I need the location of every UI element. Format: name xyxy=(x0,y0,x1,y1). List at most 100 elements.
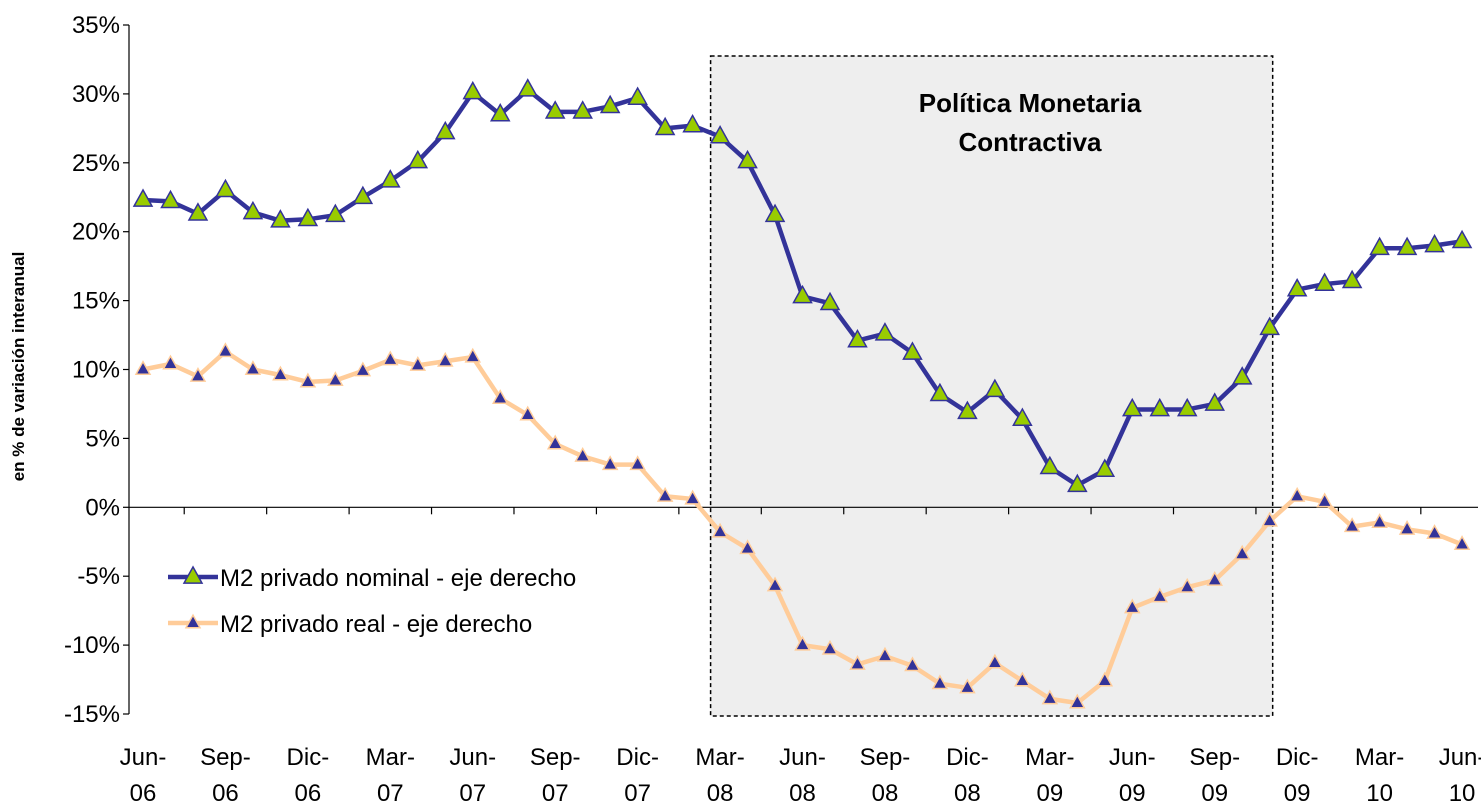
y-axis-label: en % de variación interanual xyxy=(9,252,28,482)
data-point-nominal xyxy=(764,203,786,223)
data-point-nominal xyxy=(462,80,484,100)
data-point-nominal xyxy=(1369,236,1390,256)
data-point-nominal xyxy=(1341,269,1363,289)
data-point-real xyxy=(601,455,619,471)
data-point-real xyxy=(382,350,399,366)
data-point-real xyxy=(1453,535,1471,551)
x-tick-label-year: 09 xyxy=(1201,780,1228,807)
data-point-nominal xyxy=(929,382,951,402)
data-point-real xyxy=(519,405,536,421)
y-tick-label: 20% xyxy=(72,219,120,246)
data-point-nominal xyxy=(325,203,346,223)
data-point-nominal xyxy=(544,100,566,119)
y-tick-label: -10% xyxy=(64,632,120,659)
x-tick-label-year: 06 xyxy=(130,780,157,807)
data-point-real xyxy=(189,367,207,382)
x-tick-label-month: Jun- xyxy=(779,744,826,771)
y-tick-label: -5% xyxy=(77,563,120,590)
y-tick-labels: 35% 30% 25% 20% 15% 10% 5% 0% -5% -10% -15% xyxy=(64,12,129,728)
x-tick-label-year: 09 xyxy=(1119,780,1146,807)
data-point-real xyxy=(821,639,839,655)
x-tick-label-month: Mar- xyxy=(366,744,415,771)
data-point-nominal xyxy=(1286,277,1308,297)
data-point-real xyxy=(986,653,1004,669)
data-point-real xyxy=(711,522,729,538)
x-tick-label-month: Sep- xyxy=(200,744,251,771)
data-point-real xyxy=(1426,524,1443,540)
data-point-real xyxy=(244,360,262,376)
y-tick-label: -15% xyxy=(64,701,120,728)
data-point-nominal xyxy=(1204,392,1225,411)
data-point-real xyxy=(546,434,564,450)
x-tick-label-year: 10 xyxy=(1366,780,1393,807)
data-point-nominal xyxy=(1314,272,1335,291)
y-tick-label: 35% xyxy=(72,12,120,39)
data-point-real xyxy=(162,354,179,370)
data-point-real xyxy=(1261,511,1278,527)
data-point-nominal xyxy=(1259,316,1280,336)
data-point-real xyxy=(327,371,344,387)
data-point-nominal xyxy=(819,291,841,311)
data-point-real xyxy=(1288,486,1306,502)
data-point-real xyxy=(1178,577,1196,593)
x-tick-label-month: Jun- xyxy=(1109,744,1156,771)
x-tick-label-month: Jun- xyxy=(449,744,496,771)
data-point-nominal xyxy=(792,284,813,304)
data-point-nominal xyxy=(984,378,1006,398)
data-point-real xyxy=(437,351,454,367)
data-point-real xyxy=(491,389,509,404)
data-point-nominal xyxy=(1231,366,1253,385)
data-point-nominal xyxy=(1094,458,1116,477)
legend: M2 privado nominal - eje derecho M2 priv… xyxy=(168,565,576,638)
x-tick-label-month: Dic- xyxy=(1276,744,1319,771)
data-point-real xyxy=(354,361,372,377)
data-point-real xyxy=(1316,492,1333,508)
annotation-line-1: Política Monetaria xyxy=(919,88,1142,118)
data-point-real xyxy=(409,356,427,371)
x-tick-label-year: 08 xyxy=(707,780,734,807)
x-tick-label-year: 08 xyxy=(872,780,899,807)
data-point-real xyxy=(1041,689,1059,705)
x-tick-label-year: 08 xyxy=(954,780,981,807)
data-point-real xyxy=(1124,598,1141,614)
data-point-nominal xyxy=(352,185,374,205)
data-point-nominal xyxy=(297,207,319,227)
data-point-real xyxy=(684,489,701,505)
x-tick-label-month: Dic- xyxy=(287,744,330,771)
data-point-nominal xyxy=(242,200,264,220)
data-point-real xyxy=(1096,671,1114,687)
x-tick-label-year: 07 xyxy=(542,780,569,807)
data-point-real xyxy=(876,646,894,662)
data-point-nominal xyxy=(489,102,511,122)
data-point-nominal xyxy=(1424,233,1445,253)
data-point-real xyxy=(1343,517,1361,533)
data-point-real xyxy=(1206,570,1223,586)
data-point-real xyxy=(1151,587,1169,603)
x-tick-label-year: 07 xyxy=(459,780,486,807)
data-point-nominal xyxy=(957,400,978,420)
data-point-real xyxy=(1014,671,1031,687)
x-tick-label-month: Sep- xyxy=(530,744,581,771)
data-point-nominal xyxy=(160,189,181,209)
x-tick-label-month: Jun- xyxy=(1439,744,1481,771)
data-point-nominal xyxy=(847,328,868,348)
y-tick-label: 30% xyxy=(72,81,120,108)
annotation-line-2: Contractiva xyxy=(958,127,1102,157)
data-point-real xyxy=(272,365,289,381)
data-point-nominal xyxy=(874,322,896,341)
data-point-real xyxy=(794,635,811,651)
data-point-nominal xyxy=(215,178,236,198)
data-point-nominal xyxy=(709,125,731,144)
data-point-real xyxy=(766,576,784,592)
y-tick-label: 15% xyxy=(72,288,120,315)
x-tick-label-year: 07 xyxy=(377,780,404,807)
y-tick-label: 25% xyxy=(72,150,120,177)
data-point-nominal xyxy=(517,78,538,97)
x-tick-label-year: 06 xyxy=(295,780,322,807)
data-point-nominal xyxy=(132,188,154,207)
data-point-real xyxy=(904,656,921,672)
y-tick-label: 0% xyxy=(85,494,120,521)
data-point-nominal xyxy=(902,341,923,360)
data-point-nominal xyxy=(187,202,209,221)
